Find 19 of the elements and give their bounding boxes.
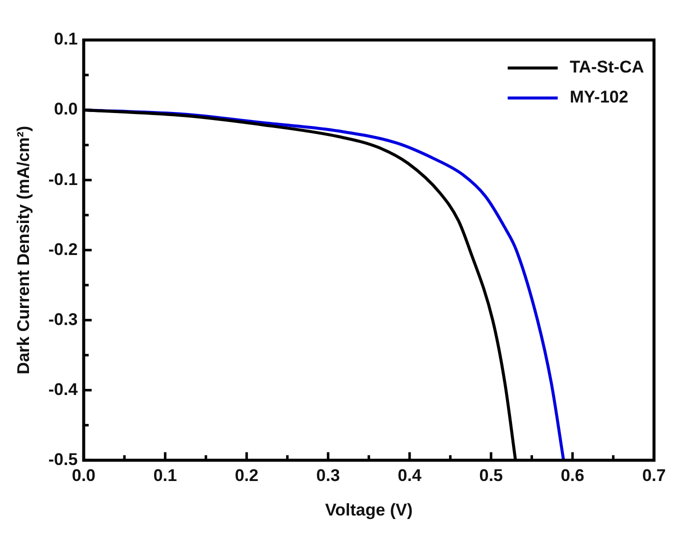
x-tick-label: 0.4: [398, 466, 422, 486]
y-tick-label: 0.1: [54, 30, 78, 49]
y-tick-label: -0.4: [48, 380, 78, 399]
y-tick-label: -0.3: [48, 310, 78, 329]
legend-label: MY-102: [570, 88, 628, 107]
x-tick-label: 0.3: [316, 466, 340, 486]
x-axis-title: Voltage (V): [325, 500, 413, 520]
y-tick-label: 0.0: [54, 100, 78, 119]
x-tick-label: 0.7: [642, 466, 666, 486]
x-tick-label: 0.0: [72, 466, 96, 486]
y-tick-label: -0.2: [48, 240, 78, 259]
x-tick-label: 0.1: [153, 466, 177, 486]
legend-label: TA-St-CA: [570, 58, 644, 77]
x-tick-label: 0.6: [560, 466, 584, 486]
y-tick-label: -0.5: [48, 450, 78, 469]
y-tick-label: -0.1: [48, 170, 78, 189]
x-tick-label: 0.5: [479, 466, 503, 486]
y-axis-title: Dark Current Density (mA/cm²): [14, 126, 33, 374]
x-tick-label: 0.2: [234, 466, 258, 486]
